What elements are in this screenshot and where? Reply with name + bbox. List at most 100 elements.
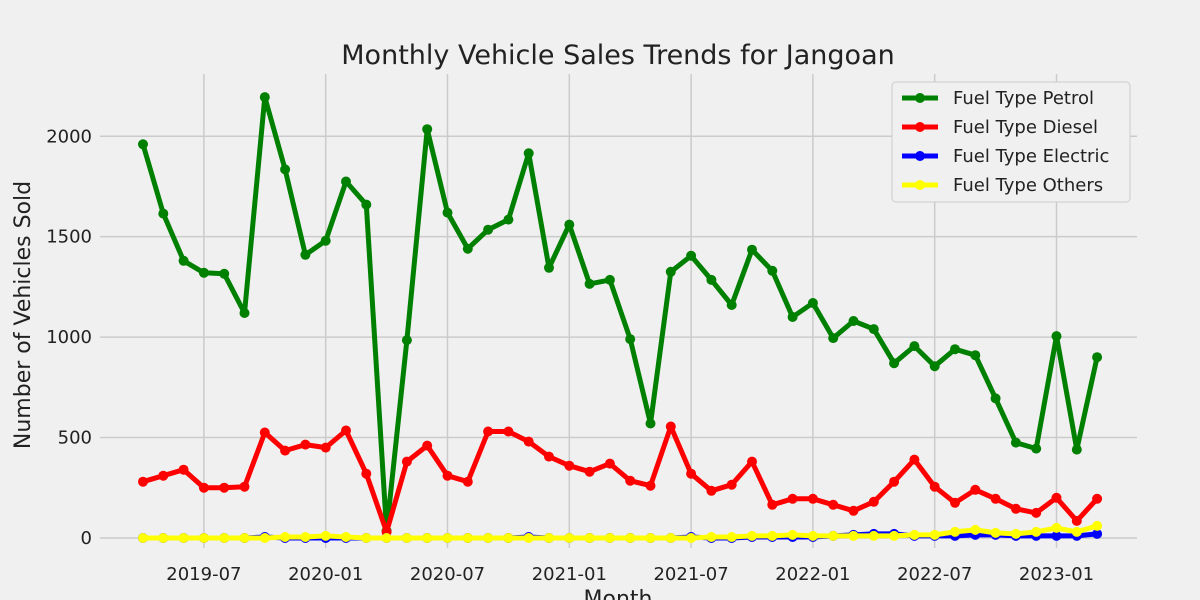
data-point bbox=[747, 530, 757, 541]
data-point bbox=[604, 533, 615, 543]
x-axis-label: Month bbox=[584, 587, 653, 600]
data-point bbox=[239, 481, 250, 492]
data-point bbox=[950, 344, 960, 355]
data-point bbox=[990, 393, 1001, 404]
data-point bbox=[239, 308, 250, 318]
data-point bbox=[868, 324, 879, 335]
data-point bbox=[1071, 515, 1082, 526]
data-point bbox=[320, 530, 331, 541]
legend-marker bbox=[915, 122, 925, 132]
data-point bbox=[787, 493, 798, 504]
data-point bbox=[848, 505, 859, 516]
data-point bbox=[341, 176, 351, 187]
data-point bbox=[726, 300, 737, 310]
data-point bbox=[259, 533, 270, 543]
data-point bbox=[178, 464, 189, 475]
data-point bbox=[300, 439, 311, 450]
legend-label: Fuel Type Electric bbox=[953, 146, 1109, 167]
data-point bbox=[483, 426, 494, 437]
data-point bbox=[523, 533, 534, 543]
data-point bbox=[198, 482, 209, 493]
data-point bbox=[401, 456, 412, 467]
x-tick-label: 2022-07 bbox=[897, 564, 972, 585]
data-point bbox=[665, 421, 676, 432]
data-point bbox=[158, 208, 169, 219]
legend-entry: Fuel Type Others bbox=[902, 175, 1103, 196]
x-tick-labels: 2019-07 2020-01 2020-07 2021-01 2021-07 2022-… bbox=[166, 564, 1094, 585]
legend-entry: Fuel Type Electric bbox=[902, 146, 1109, 167]
data-point bbox=[239, 533, 250, 543]
chart-title: Monthly Vehicle Sales Trends for Jangoan bbox=[341, 40, 894, 71]
data-point bbox=[747, 456, 757, 467]
y-tick-labels: 0 500 1000 1500 2000 bbox=[46, 126, 92, 549]
data-point bbox=[280, 532, 291, 542]
data-point bbox=[909, 454, 920, 465]
data-point bbox=[645, 533, 656, 543]
data-point bbox=[320, 442, 331, 453]
data-point bbox=[665, 533, 676, 543]
data-point bbox=[300, 532, 311, 542]
data-point bbox=[483, 224, 494, 235]
data-point bbox=[341, 425, 351, 436]
x-tick-label: 2020-07 bbox=[410, 564, 485, 585]
data-point bbox=[483, 533, 494, 543]
data-point bbox=[929, 481, 940, 492]
data-point bbox=[1010, 503, 1021, 514]
data-point bbox=[1031, 526, 1042, 537]
data-point bbox=[950, 526, 960, 537]
series-fuel-type-petrol bbox=[138, 92, 1103, 536]
y-tick-label: 2000 bbox=[46, 126, 92, 147]
data-point bbox=[361, 199, 372, 210]
data-point bbox=[706, 532, 717, 542]
data-point bbox=[178, 533, 189, 543]
series-layer bbox=[138, 92, 1103, 543]
data-point bbox=[828, 333, 839, 344]
data-point bbox=[1092, 493, 1103, 504]
data-point bbox=[929, 529, 940, 540]
data-point bbox=[1071, 444, 1082, 455]
data-point bbox=[807, 530, 818, 541]
y-axis-label: Number of Vehicles Sold bbox=[11, 181, 36, 449]
data-point bbox=[341, 532, 351, 542]
data-point bbox=[645, 418, 656, 429]
data-point bbox=[503, 214, 514, 225]
data-point bbox=[848, 316, 859, 326]
x-tick-label: 2021-01 bbox=[532, 564, 607, 585]
data-point bbox=[625, 533, 636, 543]
data-point bbox=[401, 335, 412, 346]
data-point bbox=[929, 361, 940, 372]
data-point bbox=[990, 527, 1001, 538]
data-point bbox=[909, 341, 920, 352]
data-point bbox=[604, 458, 615, 469]
data-point bbox=[747, 244, 757, 255]
data-point bbox=[320, 235, 331, 246]
data-point bbox=[787, 529, 798, 540]
y-tick-label: 1000 bbox=[46, 327, 92, 348]
data-point bbox=[1010, 528, 1021, 539]
data-point bbox=[665, 266, 676, 277]
data-point bbox=[138, 476, 148, 487]
data-point bbox=[970, 350, 981, 361]
data-point bbox=[787, 312, 798, 322]
data-point bbox=[300, 249, 311, 260]
legend-label: Fuel Type Diesel bbox=[953, 117, 1098, 138]
data-point bbox=[178, 255, 189, 266]
legend-entry: Fuel Type Petrol bbox=[902, 88, 1094, 109]
data-point bbox=[158, 470, 169, 481]
data-point bbox=[280, 164, 291, 175]
legend-label: Fuel Type Others bbox=[953, 175, 1103, 196]
legend-label: Fuel Type Petrol bbox=[953, 88, 1094, 109]
data-point bbox=[686, 533, 697, 543]
data-point bbox=[625, 475, 636, 486]
series-fuel-type-diesel bbox=[138, 421, 1103, 537]
data-point bbox=[970, 484, 981, 495]
data-point bbox=[1092, 520, 1103, 531]
data-point bbox=[889, 358, 900, 369]
data-point bbox=[686, 468, 697, 479]
x-tick-label: 2022-01 bbox=[775, 564, 850, 585]
data-point bbox=[706, 485, 717, 496]
data-point bbox=[726, 479, 737, 490]
data-point bbox=[706, 274, 717, 285]
data-point bbox=[686, 250, 697, 261]
